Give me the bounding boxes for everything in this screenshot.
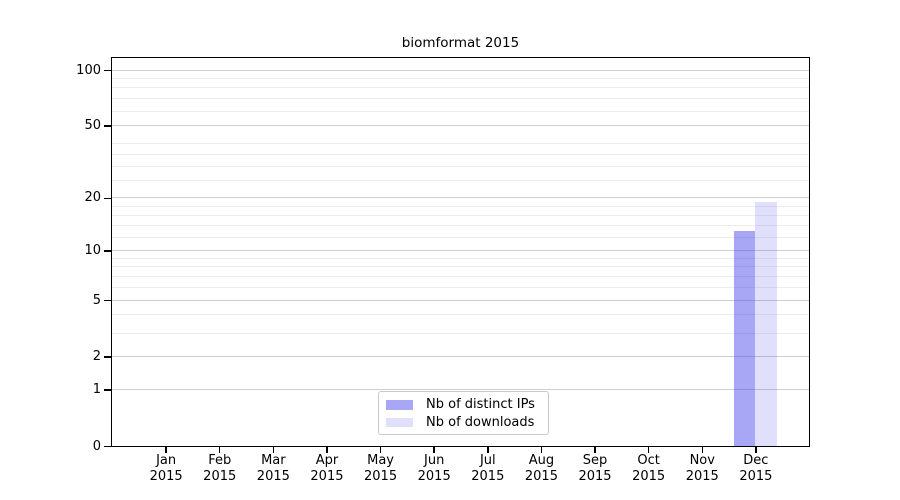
y-tickmark-0	[104, 445, 111, 448]
y-tickmark-100	[104, 69, 111, 72]
minor-gridline-40	[112, 142, 809, 144]
y-tickmark-1	[104, 389, 111, 391]
minor-gridline-30	[112, 165, 809, 167]
x-tickmark-aug-2015	[540, 446, 543, 453]
minor-gridline-35	[112, 153, 809, 155]
x-tick-label-aug-2015: Aug 2015	[524, 453, 558, 484]
x-tickmark-jan-2015	[165, 446, 167, 453]
x-tickmark-feb-2015	[218, 446, 221, 453]
y-tickmark-20	[104, 197, 111, 200]
major-gridline-10	[112, 250, 809, 252]
y-tick-label-10: 10	[84, 243, 101, 259]
minor-gridline-6	[112, 286, 809, 288]
minor-gridline-60	[112, 110, 809, 112]
legend-item-nb-of-downloads: Nb of downloads	[386, 414, 540, 432]
x-tickmark-may-2015	[379, 446, 382, 453]
y-tick-label-1: 1	[92, 382, 101, 398]
minor-gridline-4	[112, 314, 809, 316]
x-tickmark-mar-2015	[272, 446, 275, 453]
legend: Nb of distinct IPs Nb of downloads	[378, 391, 549, 435]
x-tick-label-may-2015: May 2015	[364, 453, 398, 484]
x-tickmark-oct-2015	[647, 446, 650, 453]
x-tick-label-nov-2015: Nov 2015	[685, 453, 719, 484]
bar-nb-of-downloads-dec-2015	[755, 201, 777, 446]
minor-gridline-12	[112, 236, 809, 238]
legend-swatch-nb-of-downloads	[386, 417, 413, 427]
minor-gridline-14	[112, 224, 809, 226]
x-tickmark-jun-2015	[433, 446, 435, 453]
major-gridline-1	[112, 389, 809, 391]
minor-gridline-3	[112, 332, 809, 334]
x-tickmark-nov-2015	[701, 446, 704, 453]
x-tickmark-sep-2015	[594, 446, 596, 453]
legend-label-nb-of-distinct-ips: Nb of distinct IPs	[426, 397, 535, 413]
minor-gridline-8	[112, 266, 809, 268]
y-tickmark-2	[104, 356, 111, 358]
x-tick-label-dec-2015: Dec 2015	[739, 453, 773, 484]
y-tick-label-5: 5	[92, 292, 101, 308]
major-gridline-50	[112, 125, 809, 127]
x-tickmark-apr-2015	[326, 446, 328, 453]
legend-swatch-nb-of-distinct-ips	[386, 400, 413, 410]
x-tickmark-jul-2015	[487, 446, 489, 453]
minor-gridline-16	[112, 214, 809, 216]
major-gridline-100	[112, 69, 809, 71]
y-tickmark-5	[104, 299, 111, 302]
legend-label-nb-of-downloads: Nb of downloads	[426, 414, 535, 430]
x-tick-label-apr-2015: Apr 2015	[310, 453, 344, 484]
bar-nb-of-distinct-ips-dec-2015	[733, 231, 756, 446]
y-tick-label-20: 20	[84, 190, 101, 206]
minor-gridline-7	[112, 276, 809, 278]
y-tick-label-2: 2	[92, 348, 101, 364]
major-gridline-20	[112, 197, 809, 199]
x-tick-label-oct-2015: Oct 2015	[632, 453, 666, 484]
legend-item-nb-of-distinct-ips: Nb of distinct IPs	[386, 396, 540, 414]
y-tick-label-100: 100	[76, 62, 101, 78]
y-tickmark-10	[104, 250, 111, 252]
y-tickmark-50	[104, 125, 111, 127]
major-gridline-5	[112, 299, 809, 301]
minor-gridline-70	[112, 98, 809, 100]
major-gridline-2	[112, 355, 809, 357]
x-tick-label-jul-2015: Jul 2015	[471, 453, 505, 484]
y-tick-label-50: 50	[84, 118, 101, 134]
minor-gridline-25	[112, 180, 809, 182]
x-tick-label-jun-2015: Jun 2015	[417, 453, 451, 484]
minor-gridline-80	[112, 87, 809, 89]
x-tick-label-feb-2015: Feb 2015	[203, 453, 237, 484]
minor-gridline-90	[112, 77, 809, 79]
plot-area	[111, 57, 810, 447]
minor-gridline-18	[112, 205, 809, 207]
x-tick-label-jan-2015: Jan 2015	[149, 453, 183, 484]
x-tickmark-dec-2015	[755, 446, 757, 453]
x-tick-label-sep-2015: Sep 2015	[578, 453, 612, 484]
y-tick-label-0: 0	[92, 438, 101, 454]
x-tick-label-mar-2015: Mar 2015	[256, 453, 290, 484]
chart-title: biomformat 2015	[401, 35, 520, 51]
minor-gridline-9	[112, 257, 809, 259]
